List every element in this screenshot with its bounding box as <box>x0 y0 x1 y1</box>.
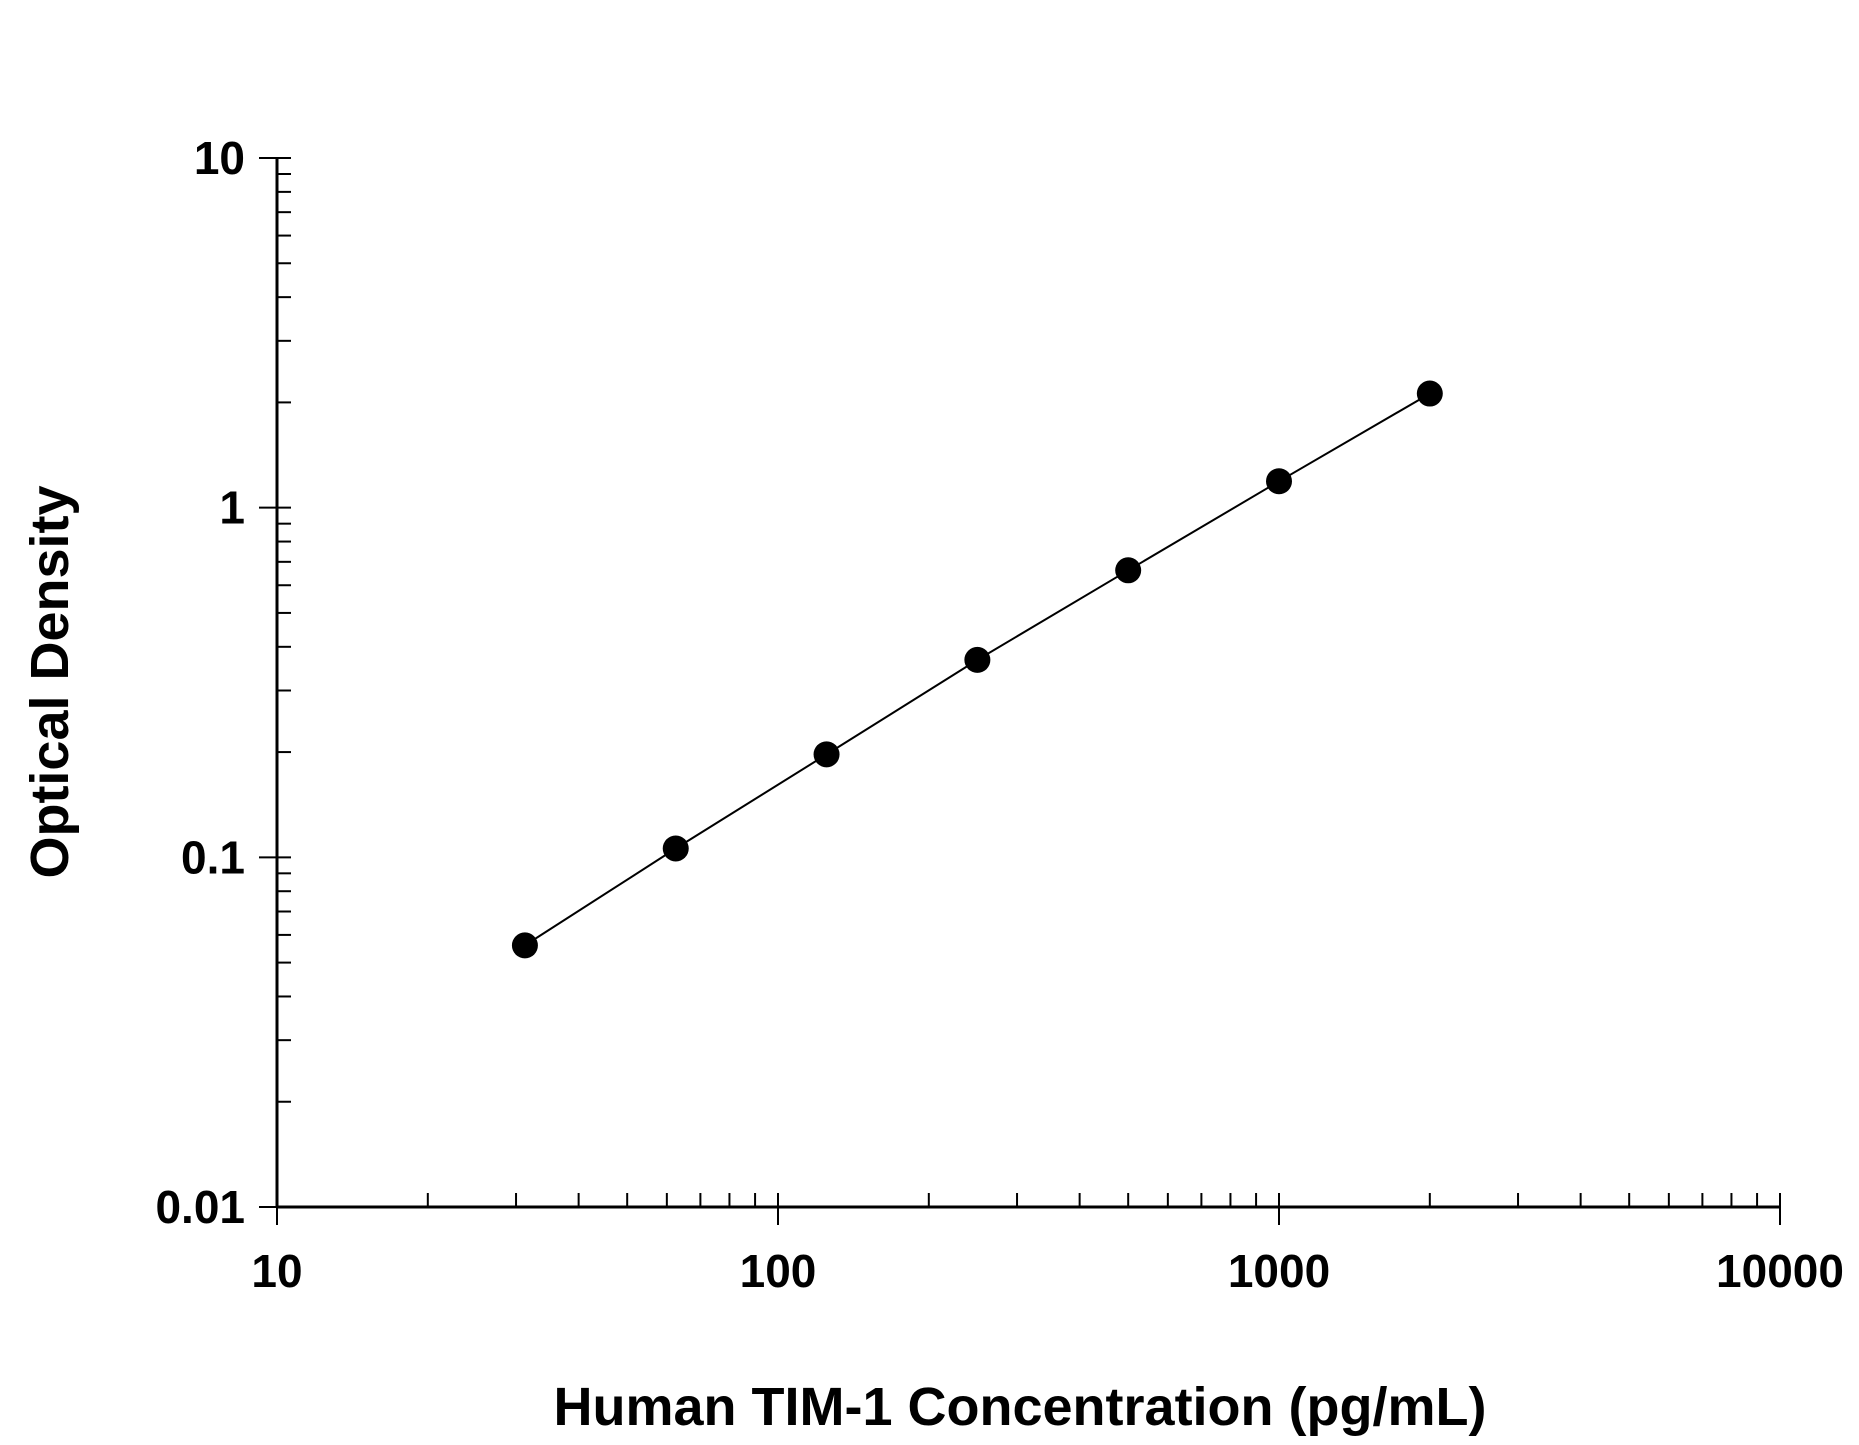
axis-tick-labels: 0.01 0.1 1 10 10 100 1000 10000 <box>155 132 1843 1297</box>
x-tick-label: 1000 <box>1228 1245 1330 1297</box>
data-point <box>964 646 991 673</box>
x-tick-label: 100 <box>740 1245 817 1297</box>
y-tick-label: 10 <box>194 132 245 184</box>
axes <box>275 158 1780 1209</box>
x-axis-title: Human TIM-1 Concentration (pg/mL) <box>554 1377 1487 1437</box>
axis-ticks <box>259 157 1781 1225</box>
x-tick-label: 10000 <box>1716 1245 1844 1297</box>
data-point <box>662 835 689 862</box>
data-point <box>1416 380 1443 407</box>
data-point <box>813 741 840 768</box>
y-tick-label: 0.1 <box>181 831 245 883</box>
y-tick-label: 0.01 <box>155 1181 245 1233</box>
data-point <box>511 932 538 959</box>
x-tick-label: 10 <box>251 1245 302 1297</box>
y-axis-title: Optical Density <box>20 485 80 878</box>
data-point <box>1115 557 1142 584</box>
data-point <box>1266 468 1292 495</box>
data-points <box>511 380 1443 959</box>
y-tick-label: 1 <box>219 482 245 534</box>
